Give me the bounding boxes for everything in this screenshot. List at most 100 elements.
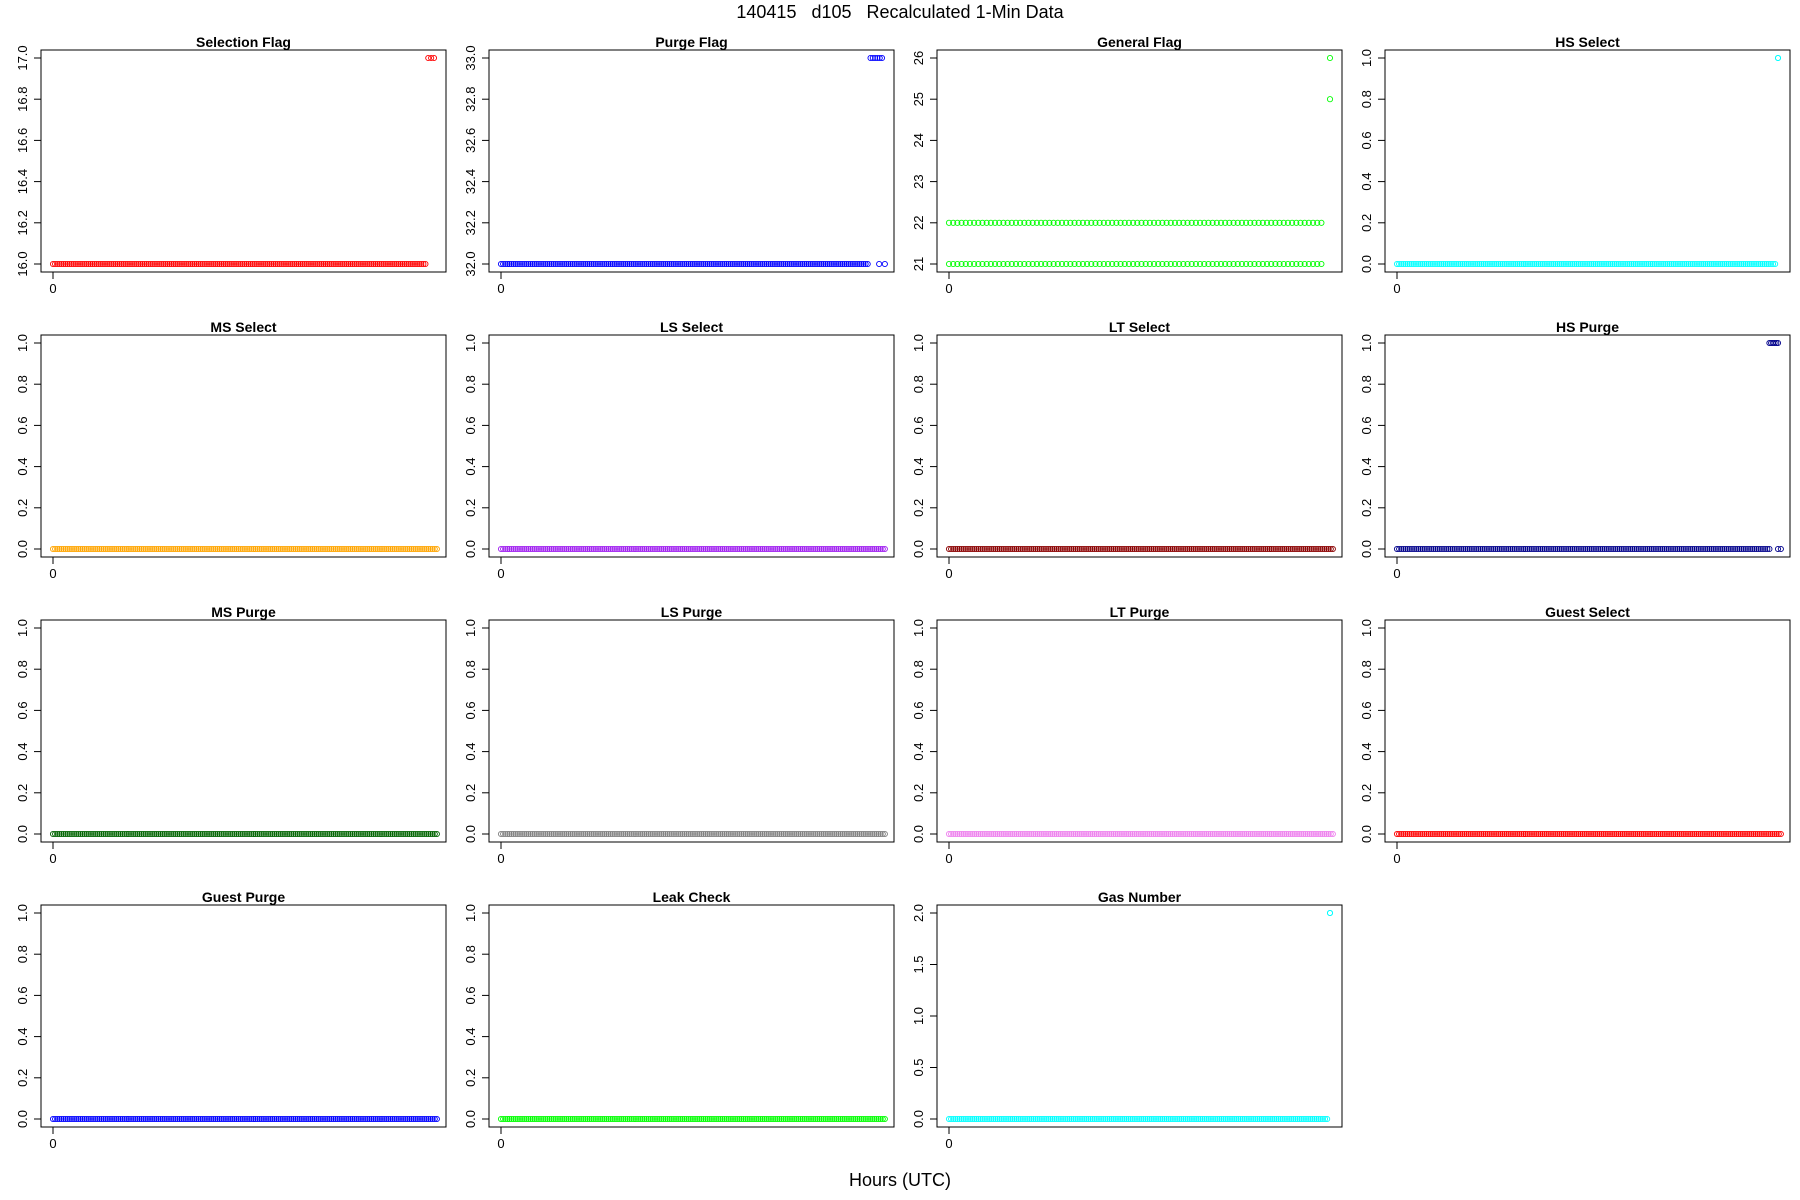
y-tick-label: 26 [911,51,926,65]
data-point [1239,545,1246,553]
data-point [805,260,812,268]
data-point [561,545,568,553]
data-point [408,1115,415,1123]
x-tick-label: 0 [49,1136,56,1151]
y-tick-label: 22 [911,216,926,230]
data-point [706,545,713,553]
data-point [1565,260,1572,268]
panel-title: Guest Select [1545,604,1630,620]
data-point [322,545,329,553]
data-point [715,1115,722,1123]
data-point [1114,830,1121,838]
data-point [1032,830,1039,838]
y-tick-label: 1.5 [911,955,926,973]
data-point [1674,830,1681,838]
data-point [1235,1115,1242,1123]
data-point [1567,545,1574,553]
data-point [1516,260,1523,268]
data-point [710,1115,718,1123]
data-point [554,1115,562,1123]
data-point [1725,260,1732,268]
data-point [706,830,713,838]
y-tick-label: 0.6 [15,416,30,434]
data-point [102,830,109,838]
data-point [85,260,92,268]
data-point [983,260,990,268]
data-point [753,1115,760,1123]
data-point [643,545,650,553]
data-point [366,545,373,553]
data-point [278,260,285,268]
data-point [260,545,267,553]
data-point [994,1115,1001,1123]
data-point [140,830,147,838]
data-point [1484,260,1491,268]
data-point [1169,1115,1176,1123]
data-point [1229,1115,1236,1123]
data-point [1291,830,1298,838]
data-point [149,545,156,553]
data-point [381,1115,388,1123]
data-point [772,545,779,553]
plot-frame [936,334,1343,558]
data-point [1088,260,1095,268]
data-point [231,545,238,553]
data-point [161,1115,168,1123]
data-point [529,1115,536,1123]
data-point [275,545,282,553]
data-point [336,830,343,838]
data-point [317,830,324,838]
data-point [1712,260,1720,268]
data-point [1165,830,1172,838]
data-point [508,260,515,268]
data-point [1493,830,1500,838]
data-point [58,1115,65,1123]
data-point [1491,260,1498,268]
data-point [744,830,751,838]
data-point [645,830,652,838]
data-point [1408,545,1416,553]
data-point [740,545,747,553]
data-point [1034,545,1041,553]
data-point [611,1115,618,1123]
data-point [419,545,426,553]
data-point [1127,830,1134,838]
data-point [151,830,158,838]
data-point [1207,1115,1214,1123]
data-point [1573,545,1580,553]
data-point [1085,545,1092,553]
data-point [575,545,583,553]
data-point [1429,830,1436,838]
data-point [531,830,538,838]
data-point [1645,260,1652,268]
data-point [662,1115,669,1123]
data-point [601,1115,608,1123]
data-point [1573,830,1580,838]
y-tick-label: 0.6 [911,701,926,719]
data-point [1150,260,1158,268]
data-point [793,1115,800,1123]
data-point [521,545,528,553]
data-point [1729,260,1736,268]
data-point [239,545,246,553]
data-point [1537,545,1544,553]
data-point [156,260,163,268]
data-point [330,545,337,553]
y-tick-label: 0.4 [1359,458,1374,476]
data-point [1467,260,1474,268]
data-point [1682,830,1689,838]
data-point [1478,260,1485,268]
data-point [111,830,118,838]
data-point [624,260,631,268]
data-point [956,830,963,838]
data-point [856,1115,863,1123]
data-point [666,1115,673,1123]
data-point [1744,545,1752,553]
data-point [275,830,282,838]
data-point [1653,260,1660,268]
data-point [864,545,872,553]
data-point [376,545,383,553]
data-point [249,260,256,268]
data-point [1004,219,1011,226]
data-point [1176,260,1183,268]
